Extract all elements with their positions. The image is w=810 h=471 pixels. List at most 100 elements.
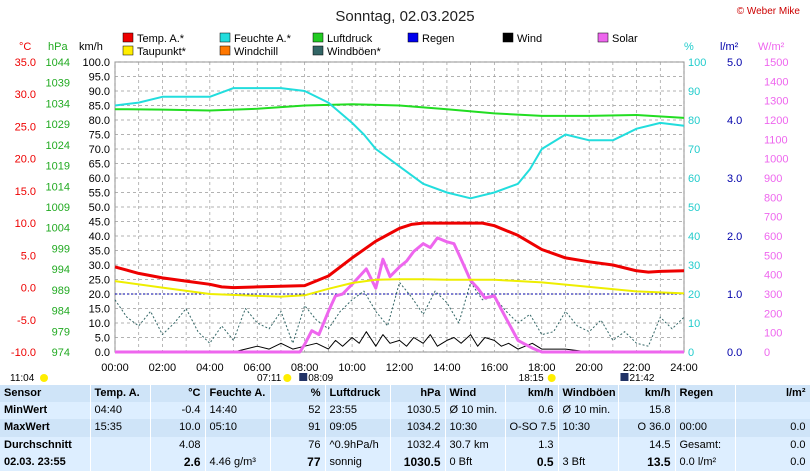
row-label: MinWert — [0, 402, 91, 420]
series-line — [114, 278, 685, 298]
tick-label-solar: 700 — [764, 212, 782, 224]
table-cell: 15:35 — [90, 419, 151, 437]
table-cell: 10:30 — [445, 419, 506, 437]
tick-label-pressure: 1004 — [46, 223, 70, 235]
axis-unit-temp: °C — [19, 41, 31, 53]
table-cell: 0 Bft — [445, 453, 506, 471]
legend-swatch — [219, 45, 231, 56]
table-cell: 2.6 — [150, 453, 206, 471]
table-cell: 23:55 — [325, 402, 391, 420]
tick-label-wind: 90.0 — [89, 86, 110, 98]
weather-chart: Sonntag, 02.03.2025 © Weber Mike Temp. A… — [10, 6, 800, 384]
tick-label-solar: 400 — [764, 270, 782, 282]
tick-label-wind: 25.0 — [89, 275, 110, 287]
table-cell: 4.08 — [150, 436, 206, 454]
tick-label-humidity: 90 — [688, 86, 700, 98]
tick-label-pressure: 1044 — [46, 57, 70, 69]
table-cell — [90, 436, 151, 454]
legend-swatch — [219, 32, 231, 43]
tick-label-pressure: 974 — [52, 347, 70, 359]
table-header-row: Sensor Temp. A. °C Feuchte A.% Luftdruck hPa W… — [0, 385, 810, 403]
moonrise-time: 08:09 — [308, 373, 333, 384]
table-cell: 0.0 — [735, 453, 810, 471]
tick-label-time: 14:00 — [433, 362, 461, 374]
table-cell: 0.6 — [505, 402, 559, 420]
table-cell: 77 — [270, 453, 326, 471]
series-line — [115, 236, 684, 354]
tick-label-pressure: 994 — [52, 264, 70, 276]
time-label: 11:04 — [10, 373, 35, 384]
tick-label-temp: 20.0 — [15, 154, 36, 166]
table-cell — [675, 402, 736, 420]
legend-label: Windchill — [234, 46, 278, 58]
table-row: MinWert 04:40 -0.4 14:40 52 23:55 1030.5 Ø 10 m… — [0, 402, 810, 420]
table-cell: -0.4 — [150, 402, 206, 420]
table-cell: ^0.9hPa/h — [325, 436, 391, 454]
tick-label-rain: 3.0 — [727, 173, 742, 185]
tick-label-time: 02:00 — [149, 362, 177, 374]
table-cell: 0.0 l/m² — [675, 453, 736, 471]
legend-label: Temp. A.* — [137, 33, 185, 45]
table-cell: 30.7 km — [445, 436, 506, 454]
table-cell: 13.5 — [618, 453, 676, 471]
tick-label-wind: 75.0 — [89, 130, 110, 142]
tick-label-temp: 5.0 — [21, 250, 36, 262]
table-header-cell: Sensor — [0, 385, 91, 403]
table-cell: 4.46 g/m³ — [205, 453, 271, 471]
legend-swatch — [312, 32, 324, 43]
tick-label-rain: 2.0 — [727, 231, 742, 243]
tick-label-rain: 5.0 — [727, 57, 742, 69]
table-cell: 3 Bft — [558, 453, 619, 471]
table-cell — [90, 453, 151, 471]
table-header-cell: km/h — [618, 385, 676, 403]
tick-label-wind: 40.0 — [89, 231, 110, 243]
axis-unit-wind: km/h — [79, 41, 103, 53]
tick-label-wind: 50.0 — [89, 202, 110, 214]
table-cell: 0.0 — [735, 419, 810, 437]
tick-label-time: 04:00 — [196, 362, 224, 374]
axis-unit-solar: W/m² — [758, 41, 785, 53]
table-header-cell: % — [270, 385, 326, 403]
table-cell: 04:40 — [90, 402, 151, 420]
summary-table: Sensor Temp. A. °C Feuchte A.% Luftdruck hPa W… — [0, 385, 810, 471]
table-header-cell: Windböen — [558, 385, 619, 403]
tick-label-rain: 4.0 — [727, 115, 742, 127]
tick-label-pressure: 1014 — [46, 181, 70, 193]
tick-label-wind: 55.0 — [89, 188, 110, 200]
tick-label-wind: 10.0 — [89, 318, 110, 330]
tick-label-rain: 0.0 — [727, 347, 742, 359]
tick-label-wind: 80.0 — [89, 115, 110, 127]
table-cell: Ø 10 min. — [558, 402, 619, 420]
tick-label-humidity: 40 — [688, 231, 700, 243]
table-cell: Gesamt: — [675, 436, 736, 454]
tick-label-time: 06:00 — [243, 362, 271, 374]
tick-label-humidity: 70 — [688, 144, 700, 156]
table-header-cell: Wind — [445, 385, 506, 403]
tick-label-wind: 15.0 — [89, 304, 110, 316]
tick-label-time: 10:00 — [338, 362, 366, 374]
axis-unit-rain: l/m² — [720, 41, 739, 53]
tick-label-solar: 100 — [764, 328, 782, 340]
tick-label-humidity: 50 — [688, 202, 700, 214]
series-line — [114, 221, 685, 290]
tick-label-time: 00:00 — [101, 362, 129, 374]
moonrise-icon — [299, 373, 308, 381]
sun-moon-bar: 11:04 07:11 18:15 08:09 21:42 — [10, 373, 655, 384]
tick-label-wind: 60.0 — [89, 173, 110, 185]
sunrise-icon — [283, 374, 292, 382]
moonset-time: 21:42 — [629, 373, 654, 384]
tick-label-temp: -10.0 — [11, 347, 36, 359]
table-header-cell: Feuchte A. — [205, 385, 271, 403]
legend-swatch — [122, 32, 134, 43]
tick-label-humidity: 10 — [688, 318, 700, 330]
tick-label-temp: 25.0 — [15, 121, 36, 133]
table-cell: 10:30 — [558, 419, 619, 437]
table-cell: sonnig — [325, 453, 391, 471]
axis-unit-pressure: hPa — [48, 41, 68, 53]
tick-label-solar: 200 — [764, 308, 782, 320]
legend-label: Windböen* — [327, 46, 382, 58]
tick-label-solar: 0 — [764, 347, 770, 359]
table-cell: 76 — [270, 436, 326, 454]
tick-label-time: 20:00 — [575, 362, 603, 374]
tick-label-solar: 1000 — [764, 154, 788, 166]
